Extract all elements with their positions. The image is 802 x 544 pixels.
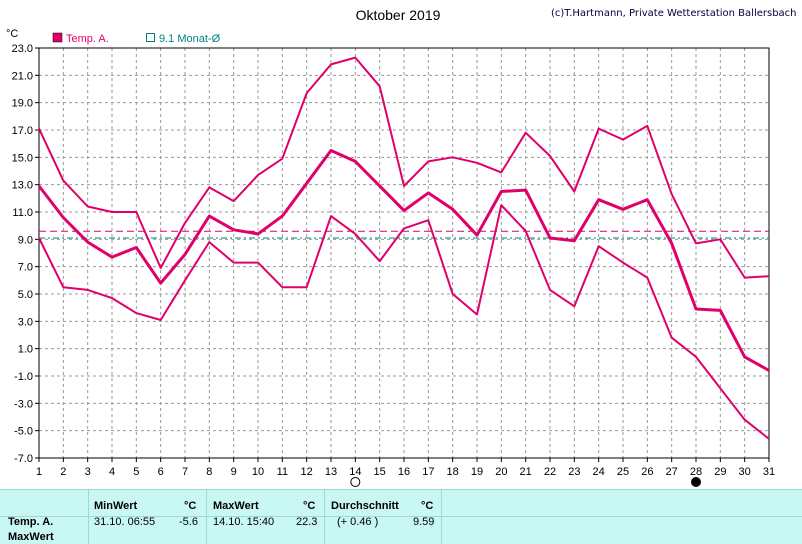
y-tick-label: 5.0 <box>18 289 33 301</box>
grid <box>39 48 769 458</box>
y-tick-label: 19.0 <box>12 98 33 110</box>
series-group <box>37 56 770 440</box>
x-tick-label: 14 <box>349 466 361 478</box>
y-tick-label: 15.0 <box>12 152 33 164</box>
reference-lines <box>39 230 769 239</box>
x-tick-label: 11 <box>277 466 288 478</box>
x-tick-label: 23 <box>568 466 580 478</box>
legend-label-temp: Temp. A. <box>66 33 109 45</box>
new-moon-icon <box>691 477 701 487</box>
x-tick-label: 27 <box>666 466 678 478</box>
x-tick-label: 30 <box>739 466 751 478</box>
moon-markers <box>350 477 701 487</box>
max-datetime: 14.10. 15:40 <box>213 516 275 528</box>
y-tick-label: 13.0 <box>12 180 33 192</box>
x-tick-label: 7 <box>182 466 188 478</box>
x-tick-label: 24 <box>593 466 605 478</box>
x-tick-label: 21 <box>520 466 532 478</box>
x-tick-label: 3 <box>85 466 91 478</box>
y-tick-label: 3.0 <box>18 316 33 328</box>
x-tick-label: 10 <box>252 466 264 478</box>
x-tick-label: 29 <box>714 466 726 478</box>
y-axis: 23.0 21.0 19.0 17.0 15.0 13.0 11.0 9.0 7.0 5.0 3.0… <box>12 43 39 465</box>
x-tick-label: 9 <box>231 466 237 478</box>
x-tick-label: 1 <box>36 466 42 478</box>
chart-title: Oktober 2019 <box>356 7 441 23</box>
x-tick-label: 16 <box>398 466 410 478</box>
x-tick-label: 8 <box>206 466 212 478</box>
max-header: MaxWert <box>213 500 259 512</box>
min-value: -5.6 <box>179 516 198 528</box>
x-tick-label: 12 <box>301 466 313 478</box>
x-tick-label: 5 <box>133 466 139 478</box>
min-header: MinWert <box>94 500 138 512</box>
avg-deviation: (+ 0.46 ) <box>337 516 379 528</box>
y-tick-label: -7.0 <box>14 453 33 465</box>
x-tick-label: 22 <box>544 466 556 478</box>
legend-swatch-mean <box>146 33 155 42</box>
x-tick-label: 4 <box>109 466 115 478</box>
y-tick-label: 21.0 <box>12 70 33 82</box>
row-label: Temp. A. <box>8 516 54 528</box>
avg-unit-header: °C <box>421 500 434 512</box>
y-tick-label: -5.0 <box>14 426 33 438</box>
temperature-chart: Oktober 2019 (c)T.Hartmann, Private Wett… <box>6 7 797 487</box>
legend: Temp. A. 9.1 Monat-Ø <box>52 32 221 45</box>
x-tick-label: 28 <box>690 466 702 478</box>
stats-panel: MinWert °C MaxWert °C Durchschnitt °C Te… <box>0 489 802 544</box>
x-tick-label: 26 <box>641 466 653 478</box>
min-unit-header: °C <box>184 500 197 512</box>
x-tick-label: 25 <box>617 466 629 478</box>
x-tick-label: 2 <box>60 466 66 478</box>
x-tick-label: 19 <box>471 466 483 478</box>
x-tick-label: 17 <box>422 466 434 478</box>
y-tick-label: 1.0 <box>18 344 33 356</box>
series-line-mean <box>37 149 770 372</box>
max-value: 22.3 <box>296 516 318 528</box>
y-tick-label: 9.0 <box>18 234 33 246</box>
x-tick-label: 15 <box>374 466 386 478</box>
x-tick-label: 31 <box>763 466 775 478</box>
legend-label-mean: 9.1 Monat-Ø <box>159 33 221 45</box>
legend-swatch-temp <box>52 32 63 43</box>
y-tick-label: -1.0 <box>14 371 33 383</box>
x-tick-label: 6 <box>158 466 164 478</box>
x-axis: 1 2 3 4 5 6 7 8 9 10 11 12 13 14 15 16 17 18 19 20 21 22 23 24 2… <box>36 458 775 478</box>
series-line-max <box>38 56 770 279</box>
x-tick-label: 20 <box>495 466 507 478</box>
y-unit-label: °C <box>6 28 18 40</box>
row2-label: MaxWert <box>8 531 54 543</box>
y-tick-label: 11.0 <box>12 207 33 219</box>
y-tick-label: 23.0 <box>12 43 33 55</box>
x-tick-label: 13 <box>325 466 337 478</box>
series-line-min <box>38 204 770 440</box>
y-tick-label: -3.0 <box>14 398 33 410</box>
max-unit-header: °C <box>303 500 316 512</box>
y-tick-label: 17.0 <box>12 125 33 137</box>
avg-value: 9.59 <box>413 516 435 528</box>
full-moon-icon <box>350 477 361 487</box>
avg-header: Durchschnitt <box>331 500 399 512</box>
x-tick-label: 18 <box>447 466 459 478</box>
y-tick-label: 7.0 <box>18 262 33 274</box>
min-datetime: 31.10. 06:55 <box>94 516 156 528</box>
chart-credit: (c)T.Hartmann, Private Wetterstation Bal… <box>551 8 797 19</box>
